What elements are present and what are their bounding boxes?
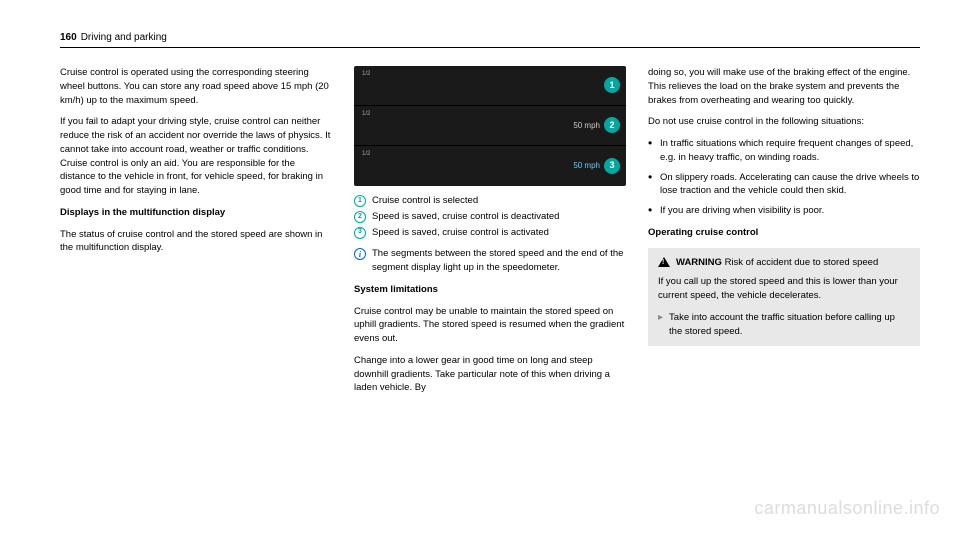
- paragraph: Change into a lower gear in good time on…: [354, 354, 626, 395]
- gauge-label: 1/2: [362, 110, 370, 119]
- marker-icon: 3: [604, 158, 620, 174]
- watermark: carmanualsonline.info: [754, 498, 940, 519]
- paragraph: If you fail to adapt your driving style,…: [60, 115, 332, 198]
- paragraph: The status of cruise control and the sto…: [60, 228, 332, 256]
- legend-item: 3 Speed is saved, cruise control is acti…: [354, 226, 626, 240]
- subheading: System limitations: [354, 283, 626, 297]
- legend-text: Cruise control is selected: [372, 194, 478, 208]
- list-item: If you are driving when visibility is po…: [648, 204, 920, 218]
- warning-label: WARNING: [676, 257, 722, 268]
- content-columns: Cruise control is operated using the cor…: [60, 66, 920, 403]
- section-title: Driving and parking: [81, 32, 167, 43]
- warning-subtitle: Risk of accident due to stored speed: [725, 257, 879, 268]
- info-icon: i: [354, 248, 366, 260]
- arrow-icon: ▸: [658, 311, 663, 326]
- dash-row: 1/2 1: [354, 66, 626, 106]
- legend-text: Speed is saved, cruise control is activa…: [372, 226, 549, 240]
- subheading: Operating cruise control: [648, 226, 920, 240]
- dash-speed: 50 mph: [573, 160, 600, 172]
- warning-header: WARNING Risk of accident due to stored s…: [658, 256, 910, 270]
- marker-icon: 1: [604, 77, 620, 93]
- subheading: Displays in the multifunction display: [60, 206, 332, 220]
- info-note: i The segments between the stored speed …: [354, 247, 626, 275]
- paragraph: Do not use cruise control in the followi…: [648, 115, 920, 129]
- legend-item: 2 Speed is saved, cruise control is deac…: [354, 210, 626, 224]
- legend-list: 1 Cruise control is selected 2 Speed is …: [354, 194, 626, 239]
- gauge-label: 1/2: [362, 150, 370, 159]
- dashboard-image: 1/2 1 1/2 50 mph 2 1/2 50 mph 3: [354, 66, 626, 186]
- list-item: On slippery roads. Accelerating can caus…: [648, 171, 920, 199]
- gauge-label: 1/2: [362, 70, 370, 79]
- dash-row: 1/2 50 mph 3: [354, 146, 626, 186]
- info-text: The segments between the stored speed an…: [372, 247, 626, 275]
- legend-text: Speed is saved, cruise control is deacti…: [372, 210, 559, 224]
- warning-box: WARNING Risk of accident due to stored s…: [648, 248, 920, 347]
- warning-body: If you call up the stored speed and this…: [658, 275, 910, 303]
- action-text: Take into account the traffic situation …: [669, 311, 910, 339]
- bullet-list: In traffic situations which require freq…: [648, 137, 920, 218]
- warning-action: ▸ Take into account the traffic situatio…: [658, 311, 910, 339]
- legend-number-icon: 2: [354, 211, 366, 223]
- page-header: 160 Driving and parking: [60, 32, 920, 48]
- warning-triangle-icon: [658, 257, 670, 267]
- dash-speed: 50 mph: [573, 120, 600, 132]
- manual-page: 160 Driving and parking Cruise control i…: [0, 0, 960, 403]
- legend-item: 1 Cruise control is selected: [354, 194, 626, 208]
- legend-number-icon: 1: [354, 195, 366, 207]
- legend-number-icon: 3: [354, 227, 366, 239]
- paragraph: doing so, you will make use of the braki…: [648, 66, 920, 107]
- paragraph: Cruise control may be unable to maintain…: [354, 305, 626, 346]
- column-3: doing so, you will make use of the braki…: [648, 66, 920, 403]
- marker-icon: 2: [604, 117, 620, 133]
- page-number: 160: [60, 32, 77, 43]
- column-2: 1/2 1 1/2 50 mph 2 1/2 50 mph 3 1: [354, 66, 626, 403]
- list-item: In traffic situations which require freq…: [648, 137, 920, 165]
- warning-title: WARNING Risk of accident due to stored s…: [676, 256, 878, 270]
- paragraph: Cruise control is operated using the cor…: [60, 66, 332, 107]
- dash-row: 1/2 50 mph 2: [354, 106, 626, 146]
- column-1: Cruise control is operated using the cor…: [60, 66, 332, 403]
